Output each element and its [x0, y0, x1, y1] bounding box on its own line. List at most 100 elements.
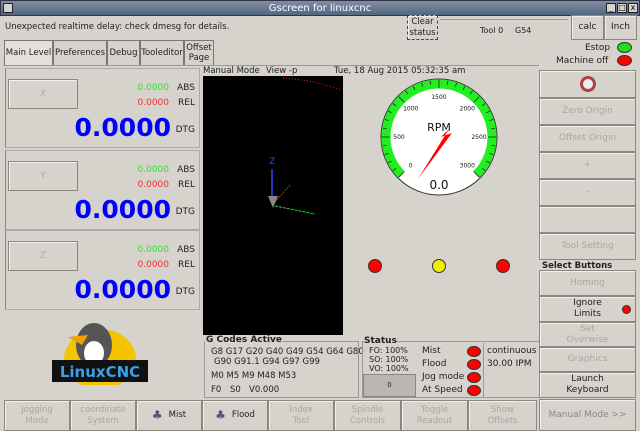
window-title: Gscreen for linuxcnc — [268, 3, 372, 14]
mist-button[interactable]: ♣ Mist — [136, 400, 202, 431]
gauge-tick — [382, 144, 387, 147]
flood-label: Flood — [422, 359, 447, 369]
jog-type: continuous — [487, 346, 537, 356]
gauge-tick-label: 1000 — [403, 106, 418, 113]
gauge-tick — [412, 86, 416, 90]
abs-label: ABS — [177, 245, 195, 255]
gauge-tick — [489, 119, 494, 122]
gauge-tick-label: 2500 — [471, 134, 486, 141]
calc-button[interactable]: calc — [571, 15, 604, 40]
axis-y-button[interactable]: Y — [8, 161, 78, 191]
gauge-tick — [382, 127, 387, 130]
flood-led — [467, 359, 481, 370]
gauge-tick — [473, 96, 480, 103]
rel-label: REL — [178, 260, 195, 270]
rel-label: REL — [178, 98, 195, 108]
clear-status-button[interactable]: Clear status — [407, 15, 438, 40]
dtg-label: DTG — [175, 125, 195, 135]
tab-main-level[interactable]: Main Level — [4, 40, 53, 65]
axis-z-button[interactable]: Z — [8, 241, 78, 271]
gauge-tick — [388, 110, 392, 114]
minimize-button[interactable]: _ — [606, 3, 616, 13]
rel-label: REL — [178, 180, 195, 190]
maximize-button[interactable]: □ — [617, 3, 627, 13]
gauge-tick-label: 3000 — [460, 162, 475, 169]
gauge-tick — [405, 90, 409, 95]
dtg-value: 0.0000 — [74, 195, 171, 224]
abs-label: ABS — [177, 165, 195, 175]
tool-label: Tool 0 — [480, 26, 504, 35]
rel-value: 0.0000 — [137, 98, 170, 108]
abs-label: ABS — [177, 83, 195, 93]
coordinate-system-button[interactable]: coordinate System — [70, 400, 136, 431]
flood-icon: ♣ — [215, 408, 226, 422]
graphics-preview[interactable]: Z — [203, 76, 343, 335]
gauge-tick-label: 500 — [393, 134, 405, 141]
tab-offset-page[interactable]: Offset Page — [184, 40, 214, 65]
coord-system-label: G54 — [515, 26, 532, 35]
ignore-limits-button[interactable]: Ignore Limits — [539, 296, 636, 322]
window-menu-icon[interactable] — [3, 3, 13, 13]
estop-label: Estop — [585, 43, 611, 53]
gauge-tick — [388, 160, 392, 164]
gauge-tick — [491, 127, 496, 130]
toggle-readout-button[interactable]: Toggle Readout — [401, 400, 468, 431]
gcodes-line2: G90 G91.1 G94 G97 G99 — [214, 357, 320, 367]
gauge-tick — [481, 103, 486, 107]
minus-button[interactable]: - — [539, 179, 636, 206]
units-button[interactable]: Inch — [604, 15, 637, 40]
gauge-face — [380, 78, 498, 196]
status-value-box: 0 — [363, 374, 416, 397]
plus-button[interactable]: + — [539, 152, 636, 179]
spindle-controls-button[interactable]: Spindle Controls — [334, 400, 401, 431]
show-offsets-button[interactable]: Show Offsets — [468, 400, 537, 431]
estop-led[interactable] — [617, 42, 632, 53]
ignore-limits-led — [622, 305, 631, 314]
machine-power-led[interactable] — [617, 55, 632, 66]
jogging-mode-button[interactable]: Jogging Mode — [4, 400, 70, 431]
close-button[interactable]: x — [628, 3, 638, 13]
blank-button[interactable] — [539, 206, 636, 233]
index-tool-button[interactable]: Index Tool — [268, 400, 334, 431]
offset-origin-button[interactable]: Offset Origin — [539, 125, 636, 152]
svg-text:LinuxCNC: LinuxCNC — [60, 363, 140, 381]
gcodes-title: G Codes Active — [205, 335, 284, 345]
gauge-tick-label: 0 — [409, 162, 413, 169]
dro-x: X 0.0000 ABS 0.0000 REL 0.0000 DTG — [5, 68, 200, 148]
launch-keyboard-button[interactable]: Launch Keyboard — [539, 372, 636, 398]
tool-setting-button[interactable]: Tool Setting — [539, 233, 636, 260]
flood-button[interactable]: ♣ Flood — [202, 400, 268, 431]
mode-label: Manual Mode — [203, 66, 260, 76]
abs-value: 0.0000 — [137, 245, 170, 255]
dtg-label: DTG — [175, 287, 195, 297]
velocity-value: V0.000 — [249, 385, 280, 395]
dro-z: Z 0.0000 ABS 0.0000 REL 0.0000 DTG — [5, 230, 200, 310]
graphics-button[interactable]: Graphics — [539, 347, 636, 372]
velocity-override: VO: 100% — [369, 364, 409, 373]
gauge-tick — [398, 96, 405, 103]
gauge-needle — [418, 129, 452, 179]
gauge-tick — [489, 152, 494, 155]
abs-value: 0.0000 — [137, 165, 170, 175]
axis-x-button[interactable]: X — [8, 79, 78, 109]
dtg-value: 0.0000 — [74, 275, 171, 304]
homing-button[interactable]: Homing — [539, 270, 636, 296]
gauge-tick — [469, 90, 473, 95]
tab-preferences[interactable]: Preferences — [53, 40, 107, 65]
tab-debug[interactable]: Debug — [107, 40, 140, 65]
power-button[interactable] — [539, 70, 636, 98]
rel-value: 0.0000 — [137, 260, 170, 270]
feed-value: F0 — [211, 385, 222, 395]
flood-button-label: Flood — [231, 410, 255, 420]
jog-rate: 30.00 IPM — [487, 359, 532, 369]
gcodes-line1: G8 G17 G20 G40 G49 G54 G64 G80 — [211, 347, 364, 357]
rel-value: 0.0000 — [137, 180, 170, 190]
gauge-tick — [491, 144, 496, 147]
select-buttons-label: Select Buttons — [542, 261, 613, 271]
tab-tooleditor[interactable]: Tooleditor — [140, 40, 184, 65]
zero-origin-button[interactable]: Zero Origin — [539, 98, 636, 125]
manual-mode-button[interactable]: Manual Mode >> — [539, 399, 636, 431]
mist-button-label: Mist — [168, 410, 187, 420]
gauge-tick — [429, 80, 432, 85]
set-overwise-button[interactable]: Set Overwise — [539, 322, 636, 347]
